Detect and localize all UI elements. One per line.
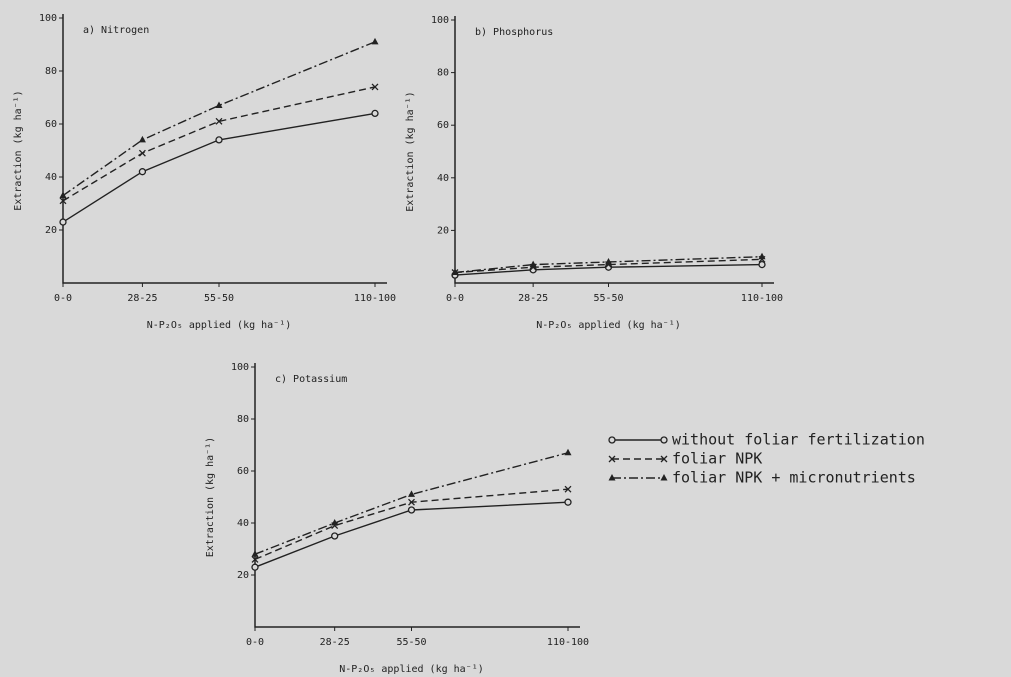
x-axis-label: N-P₂O₅ applied (kg ha⁻¹) [147, 320, 292, 331]
marker [608, 455, 616, 463]
legend-label: foliar NPK [672, 450, 762, 468]
y-tick-label: 20 [237, 570, 249, 581]
marker [608, 474, 616, 481]
marker [331, 519, 339, 526]
marker [251, 550, 259, 557]
series-line [254, 452, 569, 555]
x-tick-label: 0-0 [246, 637, 264, 648]
chart-title: a) Nitrogen [83, 25, 149, 36]
chart-title: b) Phosphorus [475, 27, 553, 38]
marker [564, 498, 572, 506]
marker [59, 197, 67, 205]
x-tick-label: 55-50 [204, 293, 234, 304]
legend-label: foliar NPK + micronutrients [672, 469, 916, 487]
marker [215, 101, 223, 108]
x-tick-label: 110-100 [547, 637, 589, 648]
marker [331, 532, 339, 540]
x-tick-label: 28-25 [127, 293, 157, 304]
x-tick-label: 110-100 [354, 293, 396, 304]
x-tick-label: 55-50 [396, 637, 426, 648]
marker [371, 109, 379, 118]
marker [138, 168, 147, 176]
y-tick-label: 60 [237, 466, 249, 477]
y-tick-label: 40 [237, 518, 249, 529]
marker [59, 218, 67, 226]
marker [660, 455, 668, 463]
y-tick-label: 40 [45, 172, 57, 183]
x-tick-label: 28-25 [518, 293, 548, 304]
marker [138, 135, 146, 143]
marker [758, 252, 766, 260]
x-tick-label: 55-50 [593, 293, 623, 304]
axes [254, 363, 580, 628]
y-tick-label: 80 [45, 66, 57, 77]
marker [605, 257, 612, 265]
legend-label: without foliar fertilization [672, 431, 925, 449]
marker [660, 474, 668, 481]
x-tick-label: 0-0 [54, 293, 72, 304]
y-tick-label: 80 [237, 414, 249, 425]
y-tick-label: 20 [437, 225, 449, 236]
x-tick-label: 0-0 [446, 293, 464, 304]
series-line [62, 41, 376, 197]
marker [564, 448, 572, 456]
x-tick-label: 28-25 [320, 637, 350, 648]
marker [660, 436, 668, 444]
marker [758, 260, 766, 269]
marker [408, 498, 415, 506]
marker [564, 485, 572, 493]
marker [215, 136, 223, 144]
y-tick-label: 60 [45, 119, 57, 130]
x-axis-label: N-P₂O₅ applied (kg ha⁻¹) [536, 320, 681, 331]
marker [59, 191, 67, 199]
series-line [254, 488, 569, 561]
series-line [62, 86, 376, 202]
x-axis-label: N-P₂O₅ applied (kg ha⁻¹) [339, 664, 484, 675]
axes [62, 14, 387, 284]
x-tick-label: 110-100 [741, 293, 783, 304]
y-axis-label: Extraction (kg ha⁻¹) [205, 437, 216, 557]
marker [215, 117, 223, 125]
chart-title: c) Potassium [275, 374, 347, 385]
marker [371, 37, 379, 45]
y-axis-label: Extraction (kg ha⁻¹) [13, 90, 24, 210]
marker [407, 506, 416, 514]
marker [408, 490, 415, 497]
marker [138, 149, 146, 157]
marker [251, 555, 259, 563]
y-tick-label: 80 [437, 68, 449, 79]
y-tick-label: 100 [231, 362, 249, 373]
axes [454, 16, 774, 284]
y-tick-label: 60 [437, 120, 449, 131]
y-axis-label: Extraction (kg ha⁻¹) [405, 91, 416, 211]
y-tick-label: 20 [45, 225, 57, 236]
marker [608, 436, 616, 444]
series-line [454, 256, 763, 274]
y-tick-label: 100 [431, 15, 449, 26]
series-line [454, 258, 763, 274]
marker [371, 83, 379, 91]
marker [529, 260, 537, 268]
marker [451, 268, 459, 275]
series-line [254, 501, 569, 568]
marker [251, 563, 259, 571]
series-line [62, 112, 376, 223]
y-tick-label: 40 [437, 173, 449, 184]
y-tick-label: 100 [39, 13, 57, 24]
series-line [454, 263, 763, 276]
